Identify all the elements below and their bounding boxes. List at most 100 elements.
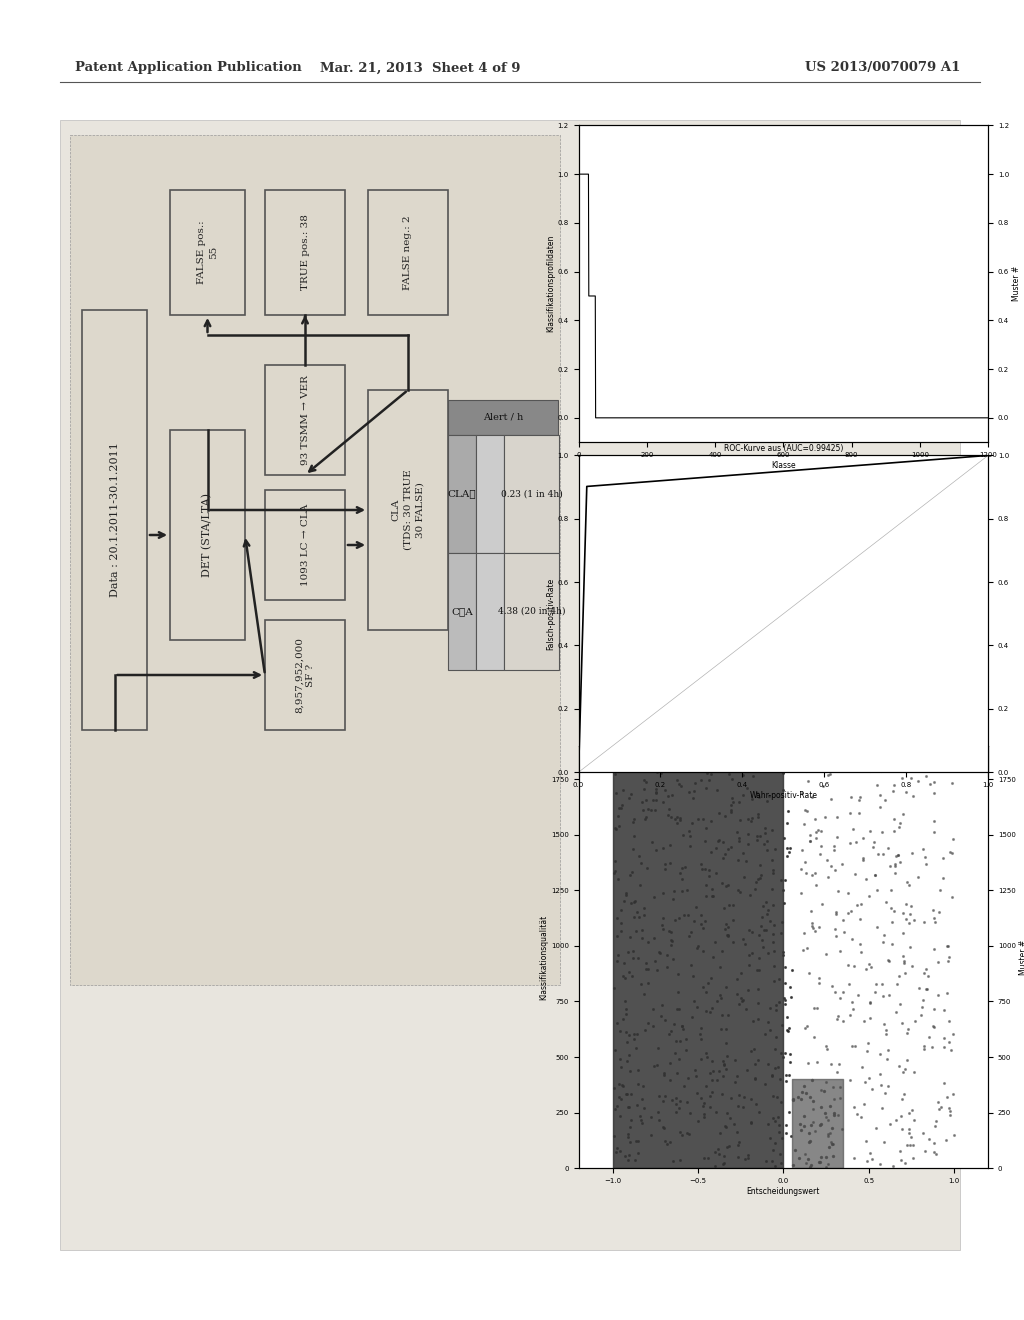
Point [729,1096,745,1117]
Point [898,781,914,803]
Point [852,933,868,954]
Point [820,867,837,888]
Point [818,1106,835,1127]
Point [716,1055,732,1076]
Point [816,1102,833,1123]
Point [884,911,900,932]
Point [722,837,738,858]
Point [779,846,796,867]
Point [635,770,651,791]
Point [765,1139,781,1160]
Point [739,1144,756,1166]
Point [668,1093,684,1114]
Point [941,1011,957,1032]
Point [871,759,888,780]
Point [645,999,662,1020]
Point [735,842,752,863]
Point [777,989,794,1010]
Point [616,953,633,974]
Point [612,797,629,818]
Point [888,1109,904,1130]
Point [698,1041,715,1063]
Point [782,977,799,998]
Point [688,896,705,917]
Point [845,818,861,840]
Point [629,902,645,923]
Point [659,945,676,966]
Point [707,1156,723,1177]
Point [609,1096,626,1117]
Point [774,1127,791,1148]
Point [752,854,768,875]
Point [936,999,952,1020]
Point [849,1104,865,1125]
Point [731,828,748,849]
Point [609,1012,626,1034]
Point [626,812,642,833]
Point [881,950,897,972]
Point [896,950,912,972]
Point [794,783,810,804]
Point [778,1064,795,1085]
Point [726,1113,742,1134]
Point [758,891,774,912]
Point [716,898,732,919]
Point [878,1019,894,1040]
Point [876,1014,892,1035]
Point [703,1051,720,1072]
Point [773,1092,790,1113]
Point [777,1115,794,1137]
Point [891,1056,907,1077]
Point [791,1147,807,1168]
Point [751,803,767,824]
Point [765,894,781,915]
Point [758,920,774,941]
Point [798,760,814,781]
Point [868,1117,885,1138]
Point [617,998,634,1019]
Point [696,858,713,879]
Point [607,1098,624,1119]
Point [626,1028,642,1049]
Point [606,818,623,840]
Point [805,1111,821,1133]
Point [674,1125,690,1146]
Point [632,1106,648,1127]
Point [609,925,626,946]
Point [783,960,800,981]
Bar [504,553,559,671]
Point [740,954,757,975]
Point [892,813,908,834]
Point [717,919,733,940]
Point [806,1027,822,1048]
Point [660,804,677,825]
Point [861,1007,878,1028]
Point [643,1106,659,1127]
Bar [265,490,345,601]
Point [729,969,745,990]
Point [777,870,794,891]
Point [936,1028,952,1049]
Point [636,904,652,925]
Text: DET (STA/LTA): DET (STA/LTA) [203,492,213,577]
Point [804,1071,820,1092]
Point [824,975,841,997]
Point [631,907,647,928]
Point [672,862,688,883]
Point [926,908,942,929]
Point [803,1115,819,1137]
Point [813,821,829,842]
Point [926,783,942,804]
Point [718,1104,734,1125]
Point [919,978,935,999]
Point [724,768,740,789]
Point [775,1047,792,1068]
Point [622,1131,638,1152]
Point [764,1151,780,1172]
Point [640,958,656,979]
Point [729,1122,745,1143]
Point [662,799,678,820]
Point [735,1086,752,1107]
Point [640,799,656,820]
Point [683,1007,699,1028]
